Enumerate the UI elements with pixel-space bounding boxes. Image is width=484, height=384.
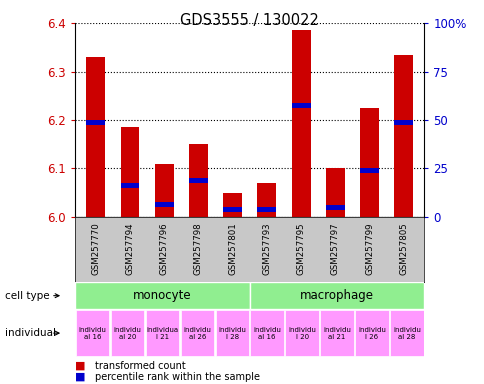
Bar <box>154 202 173 207</box>
Bar <box>110 310 144 356</box>
Text: individu
al 21: individu al 21 <box>322 327 350 339</box>
Text: individu
l 26: individu l 26 <box>357 327 385 339</box>
Text: GSM257796: GSM257796 <box>159 222 168 275</box>
Bar <box>86 57 105 217</box>
Text: GSM257801: GSM257801 <box>227 222 237 275</box>
Text: GSM257793: GSM257793 <box>262 222 271 275</box>
Bar <box>325 169 344 217</box>
Bar <box>393 120 412 125</box>
Bar <box>121 183 139 188</box>
Bar <box>354 310 388 356</box>
Bar <box>257 207 276 212</box>
Bar <box>75 282 249 309</box>
Bar <box>250 310 284 356</box>
Text: ■: ■ <box>75 372 86 382</box>
Text: individu
al 16: individu al 16 <box>253 327 281 339</box>
Text: GSM257798: GSM257798 <box>194 222 202 275</box>
Text: GSM257770: GSM257770 <box>91 222 100 275</box>
Bar <box>223 207 242 212</box>
Bar <box>360 169 378 173</box>
Text: individu
al 28: individu al 28 <box>392 327 420 339</box>
Bar <box>325 205 344 210</box>
Bar <box>360 108 378 217</box>
Text: percentile rank within the sample: percentile rank within the sample <box>94 372 259 382</box>
Text: cell type: cell type <box>5 291 49 301</box>
Bar <box>121 127 139 217</box>
Text: GSM257797: GSM257797 <box>330 222 339 275</box>
Bar <box>291 30 310 217</box>
Bar <box>291 103 310 108</box>
Text: GSM257795: GSM257795 <box>296 222 305 275</box>
FancyArrowPatch shape <box>54 294 59 298</box>
Bar <box>389 310 423 356</box>
Text: individu
l 20: individu l 20 <box>287 327 316 339</box>
Bar <box>86 120 105 125</box>
Bar <box>393 55 412 217</box>
Text: macrophage: macrophage <box>300 289 373 302</box>
Bar <box>223 193 242 217</box>
Bar <box>189 178 208 183</box>
Bar <box>189 144 208 217</box>
Text: individua
l 21: individua l 21 <box>146 327 178 339</box>
Text: GSM257799: GSM257799 <box>364 222 373 275</box>
Bar <box>180 310 214 356</box>
FancyArrowPatch shape <box>54 331 59 335</box>
Bar <box>257 183 276 217</box>
Bar <box>76 310 109 356</box>
Bar <box>285 310 318 356</box>
Text: individu
al 16: individu al 16 <box>78 327 106 339</box>
Text: individu
al 26: individu al 26 <box>183 327 211 339</box>
Text: GSM257794: GSM257794 <box>125 222 134 275</box>
Text: GDS3555 / 130022: GDS3555 / 130022 <box>180 13 318 28</box>
Bar <box>145 310 179 356</box>
Bar <box>154 164 173 217</box>
Bar <box>215 310 249 356</box>
Text: individual: individual <box>5 328 56 338</box>
Text: ■: ■ <box>75 361 86 371</box>
Bar <box>249 282 424 309</box>
Text: individu
al 20: individu al 20 <box>113 327 141 339</box>
Text: transformed count: transformed count <box>94 361 185 371</box>
Bar <box>319 310 353 356</box>
Text: GSM257805: GSM257805 <box>398 222 408 275</box>
Text: monocyte: monocyte <box>133 289 191 302</box>
Text: individu
l 28: individu l 28 <box>218 327 246 339</box>
